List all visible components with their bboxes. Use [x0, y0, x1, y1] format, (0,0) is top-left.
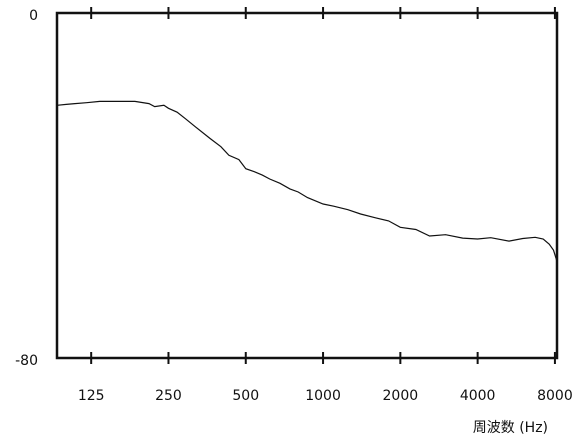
x-tick-label: 125 — [78, 388, 105, 404]
x-tick-label: 500 — [232, 388, 259, 404]
x-tick-label: 250 — [155, 388, 182, 404]
y-tick-label: 0 — [29, 8, 38, 24]
x-tick-label: 8000 — [537, 388, 573, 404]
x-axis-title: 周波数 (Hz) — [473, 420, 548, 436]
data-line — [56, 100, 558, 262]
x-tick-label: 4000 — [460, 388, 496, 404]
y-tick-label: -80 — [15, 353, 38, 369]
x-tick-label: 1000 — [305, 388, 341, 404]
plot-frame — [55, 11, 559, 360]
x-tick-label: 2000 — [383, 388, 419, 404]
